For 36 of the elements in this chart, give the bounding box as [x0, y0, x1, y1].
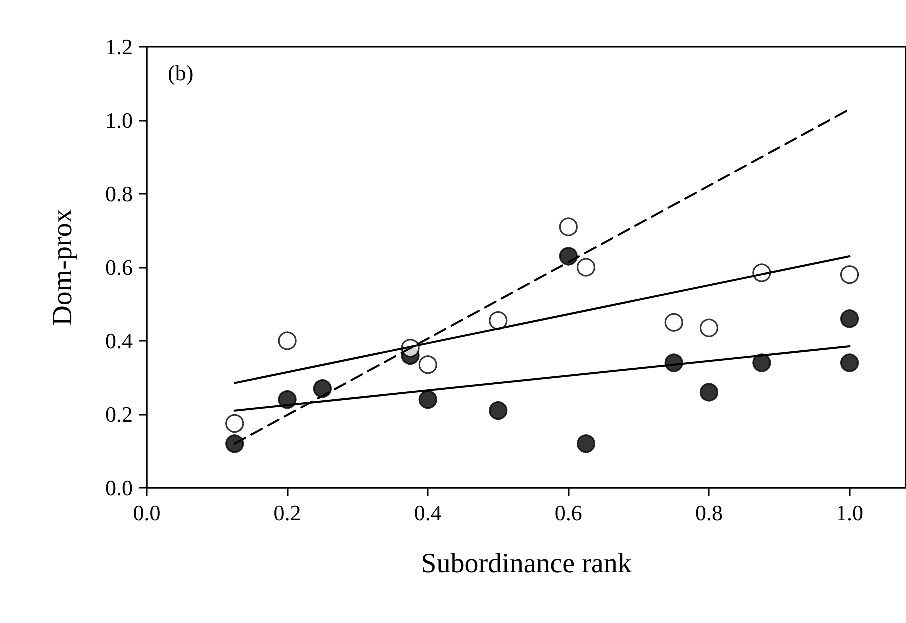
- x-tick-label: 0.6: [554, 500, 582, 526]
- y-tick-label: 0.8: [106, 182, 133, 206]
- y-tick-label: 1.2: [106, 34, 133, 60]
- point: [576, 258, 596, 277]
- point: [418, 356, 438, 374]
- point: [700, 383, 719, 402]
- point: [576, 434, 596, 454]
- point: [226, 434, 244, 454]
- y-tick-label: 0.6: [106, 255, 133, 280]
- x-tick-label: 0.2: [274, 500, 302, 526]
- x-axis-title: Subordinance rank: [421, 548, 632, 580]
- point: [840, 354, 860, 372]
- x-tick-label: 1.0: [836, 500, 864, 526]
- x-tick-label: 0.8: [695, 500, 723, 526]
- point: [559, 247, 578, 266]
- y-tick-label: 0.4: [106, 328, 133, 354]
- point: [700, 318, 719, 338]
- point: [664, 313, 684, 332]
- annotation: (b): [168, 60, 194, 86]
- point: [559, 218, 578, 236]
- point: [418, 390, 438, 410]
- point: [840, 310, 860, 328]
- y-tick-label: 0.0: [106, 476, 133, 500]
- y-tick-label: 0.2: [106, 402, 133, 427]
- point: [278, 332, 297, 350]
- x-tick-label: 0.0: [133, 500, 161, 526]
- y-axis-title: Dom-prox: [48, 209, 78, 326]
- point: [489, 402, 508, 420]
- point: [752, 354, 772, 372]
- point: [278, 390, 297, 410]
- point: [489, 311, 508, 330]
- y-tick-label: 1.0: [106, 108, 133, 133]
- x-tick-label: 0.4: [414, 500, 442, 526]
- point: [226, 414, 244, 433]
- point: [840, 266, 860, 284]
- point: [313, 379, 332, 398]
